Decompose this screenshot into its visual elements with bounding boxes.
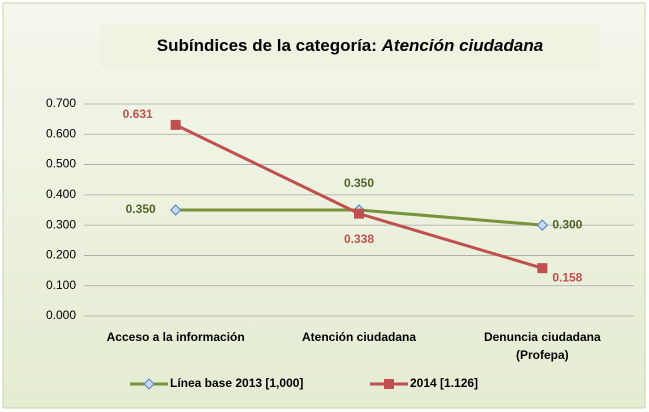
x-tick-label: Denuncia ciudadana (Profepa) — [484, 330, 601, 362]
legend-marker — [143, 378, 155, 390]
y-tick-label: 0.100 — [46, 278, 76, 292]
data-label: 0.338 — [344, 232, 374, 246]
data-label: 0.300 — [552, 217, 582, 231]
marker — [537, 263, 548, 274]
y-tick-label: 0.000 — [46, 308, 76, 322]
x-tick-label: Acceso a la información — [107, 330, 245, 344]
y-tick-label: 0.500 — [46, 157, 76, 171]
marker — [536, 219, 549, 231]
data-label: 0.631 — [123, 107, 153, 121]
marker — [170, 119, 181, 130]
y-tick-label: 0.700 — [46, 96, 76, 110]
y-tick-label: 0.300 — [46, 217, 76, 231]
x-tick-label: Atención ciudadana — [302, 330, 416, 344]
y-tick-label: 0.600 — [46, 126, 76, 140]
legend-label: 2014 [1.126] — [410, 376, 478, 390]
data-label: 0.158 — [552, 270, 582, 284]
chart-title: Subíndices de la categoría: Atención ciu… — [157, 36, 543, 55]
title-box — [100, 24, 600, 68]
marker — [169, 204, 182, 216]
legend-marker — [384, 379, 394, 389]
legend-label: Línea base 2013 [1,000] — [170, 376, 303, 390]
marker — [354, 208, 364, 219]
data-label: 0.350 — [126, 202, 156, 216]
data-label: 0.350 — [344, 176, 374, 190]
y-tick-label: 0.400 — [46, 187, 76, 201]
y-tick-label: 0.200 — [46, 248, 76, 262]
